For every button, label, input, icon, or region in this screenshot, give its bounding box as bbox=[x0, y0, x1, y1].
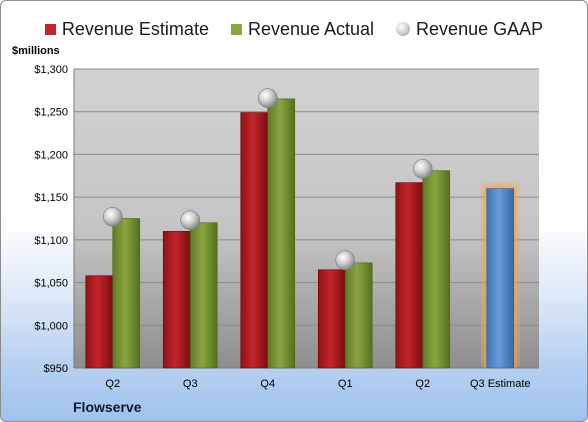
legend-label-gaap: Revenue GAAP bbox=[416, 18, 544, 39]
legend-marker-gaap bbox=[396, 22, 411, 36]
bar-revenue-actual bbox=[422, 170, 451, 369]
legend-swatch-actual bbox=[230, 23, 242, 35]
x-tick-label: Q1 bbox=[338, 378, 353, 390]
x-tick-label: Q2 bbox=[105, 378, 120, 390]
bar-revenue-estimate bbox=[85, 275, 114, 369]
bar-revenue-actual bbox=[344, 262, 373, 369]
bar-q3-estimate bbox=[486, 188, 515, 369]
legend-item-actual: Revenue Actual bbox=[230, 18, 375, 40]
y-tick-label: $1,250 bbox=[34, 107, 68, 119]
legend-label-estimate: Revenue Estimate bbox=[61, 18, 209, 39]
legend-item-gaap: Revenue GAAP bbox=[396, 19, 543, 40]
bar-revenue-actual bbox=[267, 98, 296, 369]
y-tick-label: $1,050 bbox=[34, 278, 68, 290]
marker-revenue-gaap bbox=[412, 159, 433, 179]
bar-revenue-actual bbox=[189, 222, 218, 369]
x-tick-label: Q4 bbox=[260, 378, 275, 390]
y-tick-label: $1,200 bbox=[34, 149, 68, 161]
plot-area bbox=[74, 69, 539, 368]
chart-legend: Revenue Estimate Revenue Actual Revenue … bbox=[1, 15, 587, 43]
company-name: Flowserve bbox=[73, 399, 142, 415]
marker-revenue-gaap bbox=[180, 210, 201, 231]
bar-revenue-estimate bbox=[162, 231, 191, 369]
y-tick-label: $1,000 bbox=[34, 320, 68, 332]
y-tick-label: $950 bbox=[44, 363, 68, 375]
y-tick-label: $1,150 bbox=[34, 192, 68, 204]
legend-swatch-estimate bbox=[44, 23, 56, 35]
bar-revenue-estimate bbox=[317, 269, 346, 369]
legend-item-estimate: Revenue Estimate bbox=[44, 18, 209, 40]
bar-revenue-estimate bbox=[395, 182, 424, 369]
marker-revenue-gaap bbox=[257, 88, 278, 108]
x-tick-label: Q3 Estimate bbox=[470, 378, 531, 390]
y-tick-label: $1,100 bbox=[34, 235, 68, 247]
bar-revenue-actual bbox=[112, 218, 141, 369]
y-axis-unit-label: $millions bbox=[12, 45, 60, 57]
marker-revenue-gaap bbox=[335, 250, 356, 271]
x-tick-label: Q2 bbox=[415, 378, 430, 390]
y-tick-label: $1,300 bbox=[34, 64, 68, 76]
marker-revenue-gaap bbox=[102, 206, 123, 227]
bar-revenue-estimate bbox=[240, 112, 269, 369]
legend-label-actual: Revenue Actual bbox=[247, 18, 375, 39]
x-tick-label: Q3 bbox=[183, 378, 198, 390]
